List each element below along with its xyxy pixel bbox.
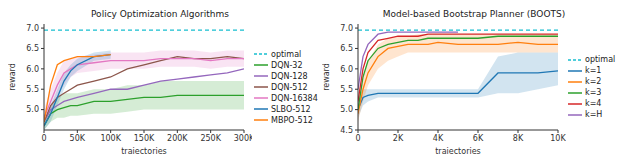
svg-text:5.0: 5.0 <box>26 105 39 114</box>
svg-text:6.0: 6.0 <box>340 65 353 74</box>
html-text:optimal: optimal <box>585 55 616 64</box>
svg-text:4K: 4K <box>433 134 444 143</box>
svg-text:300K: 300K <box>234 134 252 143</box>
svg-text:6.5: 6.5 <box>340 44 353 53</box>
svg-text:100K: 100K <box>100 134 121 143</box>
html-text:DQN-512: DQN-512 <box>271 82 308 92</box>
svg-text:5.5: 5.5 <box>340 85 353 94</box>
html-text:Policy Optimization Algorithms: Policy Optimization Algorithms <box>91 9 229 19</box>
svg-text:0: 0 <box>41 134 46 143</box>
svg-text:6.0: 6.0 <box>26 65 39 74</box>
html-text:k=H: k=H <box>585 110 603 119</box>
html-text:DQN-16384: DQN-16384 <box>271 93 318 103</box>
html-text:optimal: optimal <box>271 49 302 59</box>
svg-text:2K: 2K <box>393 134 404 143</box>
html-text:k=2: k=2 <box>585 77 602 86</box>
svg-text:4.5: 4.5 <box>340 126 353 135</box>
html-text:k=1: k=1 <box>585 66 602 75</box>
svg-text:7.0: 7.0 <box>26 24 39 33</box>
svg-text:200K: 200K <box>167 134 188 143</box>
svg-text:5.0: 5.0 <box>340 105 353 114</box>
svg-text:reward: reward <box>8 63 17 91</box>
svg-text:10K: 10K <box>550 134 566 143</box>
html-text:Model-based Bootstrap Planner: Model-based Bootstrap Planner (BOOTS) <box>382 9 566 19</box>
svg-text:trajectories: trajectories <box>435 147 481 154</box>
html-text:DQN-32: DQN-32 <box>271 60 303 70</box>
svg-text:trajectories: trajectories <box>121 147 167 154</box>
svg-text:7.0: 7.0 <box>340 24 353 33</box>
svg-text:5.5: 5.5 <box>26 85 39 94</box>
svg-text:8K: 8K <box>513 134 524 143</box>
html-text:k=3: k=3 <box>585 88 602 97</box>
html-text:DQN-128: DQN-128 <box>271 71 308 81</box>
svg-text:150K: 150K <box>134 134 155 143</box>
html-text:k=4: k=4 <box>585 99 602 108</box>
svg-text:6K: 6K <box>473 134 484 143</box>
html-text:SLBO-512: SLBO-512 <box>271 104 311 114</box>
svg-text:50K: 50K <box>70 134 86 143</box>
html-text:MBPO-512: MBPO-512 <box>271 115 313 125</box>
svg-text:reward: reward <box>322 63 331 91</box>
svg-text:250K: 250K <box>200 134 221 143</box>
svg-text:0: 0 <box>355 134 360 143</box>
svg-text:6.5: 6.5 <box>26 44 39 53</box>
